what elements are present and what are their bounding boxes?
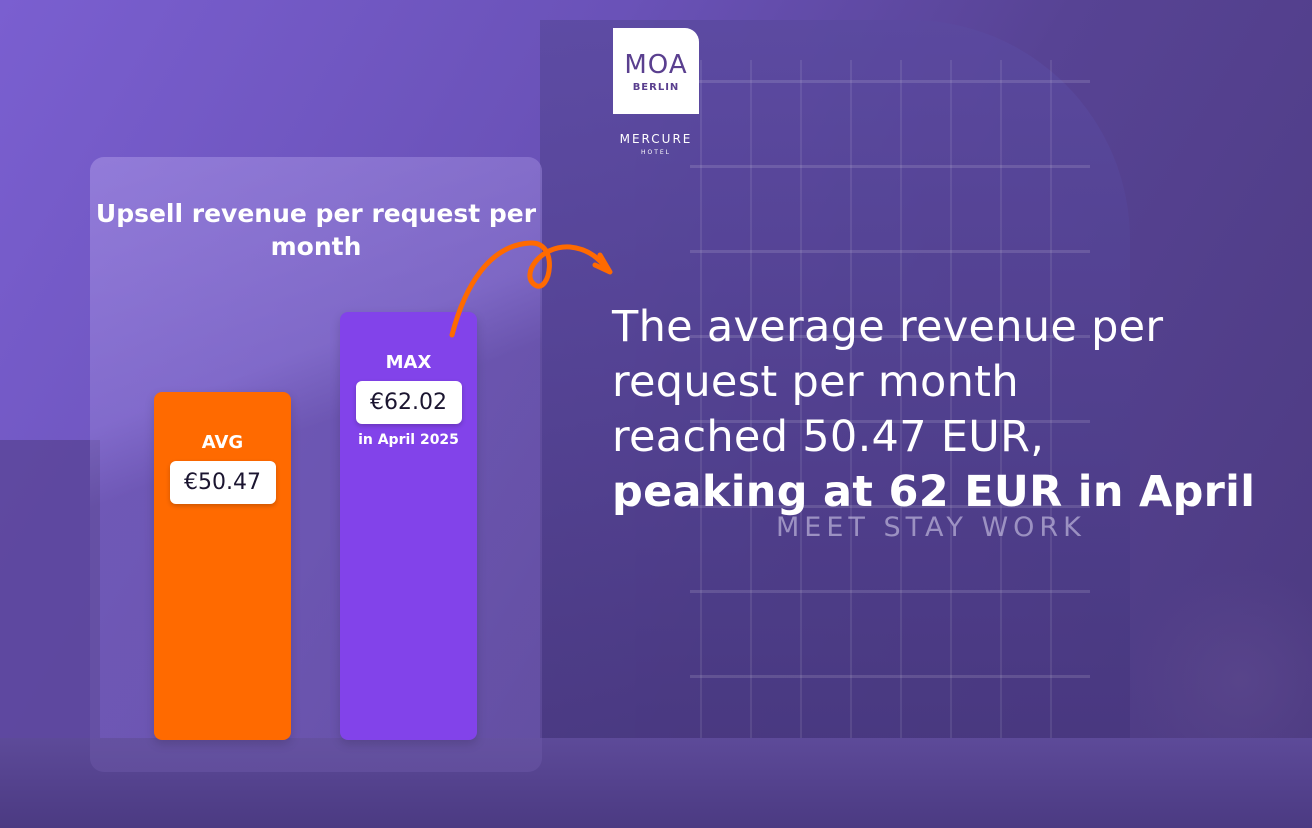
floor-line (690, 420, 1090, 423)
headline: The average revenue per request per mont… (612, 300, 1255, 520)
mercure-logo: MERCURE HOTEL (600, 132, 712, 156)
window-mullion (1050, 60, 1052, 780)
floor-line (690, 165, 1090, 168)
window-mullion (950, 60, 952, 780)
bar-label: AVG (201, 431, 244, 453)
brand-sub: HOTEL (640, 149, 672, 156)
floor-line (690, 675, 1090, 678)
moa-berlin-logo: MOA BERLIN (613, 28, 699, 114)
headline-line: request per month (612, 357, 1019, 407)
chart-panel: Upsell revenue per request per month AVG… (90, 157, 542, 772)
floor-line (690, 250, 1090, 253)
data-label: €62.02 (355, 381, 462, 425)
curved-arrow-icon (449, 240, 613, 338)
window-mullion (700, 60, 702, 780)
bar-avg: AVG €50.47 (154, 391, 291, 740)
floor-line (690, 505, 1090, 508)
floor-line (690, 335, 1090, 338)
headline-line: The average revenue per (612, 302, 1164, 352)
window-mullion (900, 60, 902, 780)
headline-line: reached 50.47 EUR, (612, 412, 1045, 462)
window-mullion (850, 60, 852, 780)
bar-label: MAX (385, 352, 432, 374)
building-wing (0, 440, 100, 740)
hotel-building (540, 20, 1130, 800)
floor-line (690, 590, 1090, 593)
building-sign: MEET STAY WORK (776, 512, 1086, 543)
chart-title: Upsell revenue per request per month (95, 199, 537, 261)
data-label: €50.47 (169, 460, 276, 504)
brand-name: MERCURE (619, 132, 693, 146)
window-mullion (800, 60, 802, 780)
trees (1132, 560, 1312, 760)
window-mullion (1000, 60, 1002, 780)
bar-max: MAX €62.02 in April 2025 (340, 312, 477, 740)
floor-line (690, 80, 1090, 83)
logo-name: MOA (624, 50, 688, 80)
logo-city: BERLIN (632, 82, 680, 93)
bar-annotation: in April 2025 (358, 432, 459, 449)
window-mullion (750, 60, 752, 780)
headline-bold: peaking at 62 EUR in April (612, 467, 1256, 517)
